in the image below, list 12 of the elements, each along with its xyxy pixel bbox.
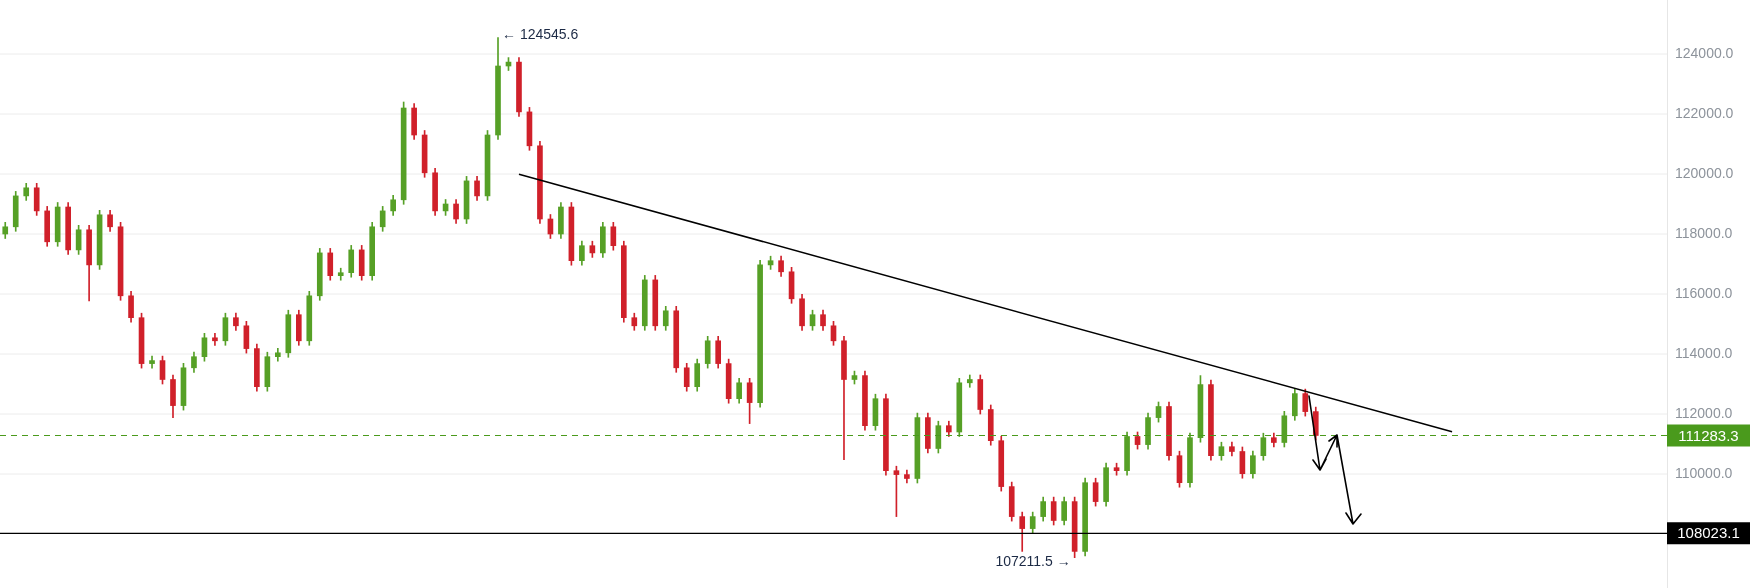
annotation: 107211.5 → <box>995 552 1071 569</box>
ref-line-label: 108023.1 <box>1677 524 1740 542</box>
y-tick-label: 114000.0 <box>1675 344 1733 361</box>
y-tick-label: 122000.0 <box>1675 104 1734 121</box>
y-tick-label: 116000.0 <box>1675 284 1733 301</box>
y-tick-label: 124000.0 <box>1675 44 1734 61</box>
y-tick-label: 110000.0 <box>1675 464 1733 481</box>
y-tick-label: 112000.0 <box>1675 404 1733 421</box>
annotation: ← 124545.6 <box>502 26 579 43</box>
ref-line-label: 111283.3 <box>1678 426 1739 444</box>
y-tick-label: 120000.0 <box>1675 164 1734 181</box>
y-tick-label: 118000.0 <box>1675 224 1733 241</box>
